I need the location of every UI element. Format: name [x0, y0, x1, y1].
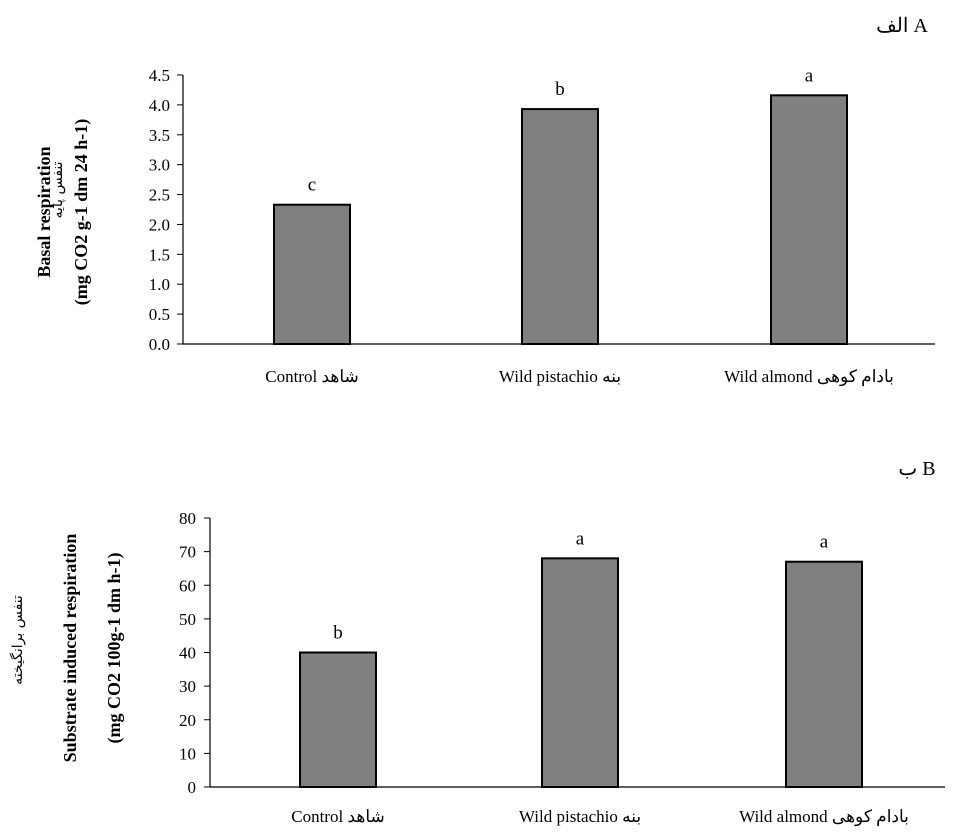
panel-label: الف A — [876, 15, 928, 37]
category-label: Wild pistachio بنه — [499, 367, 621, 386]
y-axis-label-fa: تنفس برانگیخته — [9, 595, 26, 685]
y-tick-label: 0.0 — [149, 335, 170, 354]
y-tick-label: 70 — [179, 543, 196, 562]
y-tick-label: 3.5 — [149, 126, 170, 145]
y-axis-label-fa: تنفس پایه — [50, 161, 66, 218]
significance-letter: b — [333, 623, 343, 644]
y-tick-label: 4.0 — [149, 96, 170, 115]
y-tick-label: 60 — [179, 576, 196, 595]
y-axis-label: Substrate induced respiration — [60, 534, 80, 763]
y-axis-unit-label: (mg CO2 100g-1 dm h-1) — [104, 553, 125, 744]
category-label: Control شاهد — [265, 367, 359, 386]
y-tick-label: 10 — [179, 744, 196, 763]
y-tick-label: 1.0 — [149, 275, 170, 294]
bar — [785, 560, 863, 789]
significance-letter: a — [576, 528, 585, 549]
category-label: Wild pistachio بنه — [519, 807, 641, 826]
bar — [273, 203, 351, 345]
y-tick-label: 3.0 — [149, 156, 170, 175]
bar — [299, 651, 377, 788]
category-label: Wild almond بادام کوهی — [739, 807, 909, 827]
significance-letter: a — [820, 532, 829, 553]
y-axis-label: Basal respiration — [34, 146, 54, 277]
bar — [770, 94, 848, 345]
panel-label: ب B — [898, 458, 935, 480]
y-tick-label: 0.5 — [149, 305, 170, 324]
significance-letter: c — [308, 175, 316, 196]
category-label: Wild almond بادام کوهی — [724, 367, 894, 387]
significance-letter: a — [805, 65, 814, 86]
y-tick-label: 0 — [188, 778, 197, 797]
y-axis-unit-label: (mg CO2 g-1 dm 24 h-1) — [71, 119, 92, 306]
y-tick-label: 2.0 — [149, 215, 170, 234]
y-tick-label: 40 — [179, 644, 196, 663]
y-tick-label: 80 — [179, 509, 196, 528]
y-tick-label: 30 — [179, 677, 196, 696]
significance-letter: b — [555, 79, 565, 100]
y-tick-label: 1.5 — [149, 245, 170, 264]
y-tick-label: 50 — [179, 610, 196, 629]
y-tick-label: 4.5 — [149, 66, 170, 85]
y-tick-label: 20 — [179, 711, 196, 730]
bar — [541, 557, 619, 788]
bar — [521, 108, 599, 345]
category-label: Control شاهد — [291, 807, 385, 826]
y-tick-label: 2.5 — [149, 186, 170, 205]
